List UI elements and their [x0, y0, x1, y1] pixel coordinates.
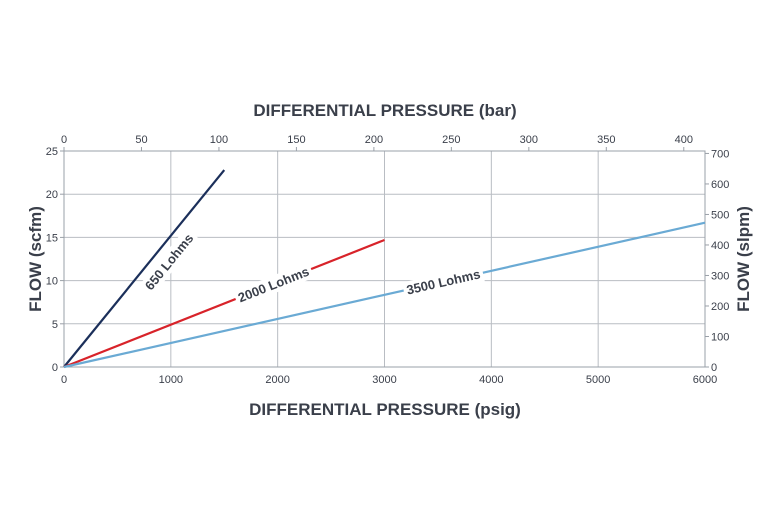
x2-tick-label: 400: [675, 134, 693, 146]
top-axis-title: DIFFERENTIAL PRESSURE (bar): [253, 101, 516, 120]
x2-tick-label: 50: [135, 134, 147, 146]
series-label-3500-lohms: 3500 Lohms: [405, 266, 482, 297]
x-tick-label: 1000: [159, 374, 183, 386]
x2-tick-label: 100: [210, 134, 228, 146]
bottom-axis-title: DIFFERENTIAL PRESSURE (psig): [249, 400, 521, 419]
y2-tick-label: 0: [711, 362, 717, 374]
grid: [64, 151, 705, 367]
y-tick-label: 10: [46, 276, 58, 288]
series-label-background: [139, 227, 200, 296]
y2-tick-label: 700: [711, 148, 729, 160]
x-tick-label: 5000: [586, 374, 610, 386]
plot-frame: [63, 150, 706, 368]
x2-tick-label: 0: [61, 134, 67, 146]
series-label-group-2000-lohms: 2000 Lohms: [232, 261, 315, 308]
y-tick-label: 5: [52, 319, 58, 331]
series-label-background: [401, 264, 485, 300]
x-tick-label: 0: [61, 374, 67, 386]
y2-tick-label: 400: [711, 240, 729, 252]
series-label-group-3500-lohms: 3500 Lohms: [401, 264, 485, 300]
series-line-2000-lohms: [63, 238, 385, 369]
series-line-650-lohms: [63, 169, 226, 368]
x-tick-label: 4000: [479, 374, 503, 386]
series-label-background: [232, 261, 315, 308]
x-tick-label: 2000: [265, 374, 289, 386]
y2-tick-label: 100: [711, 331, 729, 343]
x-tick-label: 3000: [372, 374, 396, 386]
x2-tick-label: 150: [287, 134, 305, 146]
x-tick-label: 6000: [693, 374, 717, 386]
y-tick-label: 0: [52, 362, 58, 374]
y2-tick-label: 300: [711, 270, 729, 282]
y2-tick-label: 200: [711, 301, 729, 313]
y2-tick-label: 600: [711, 179, 729, 191]
left-axis-title: FLOW (scfm): [26, 206, 45, 312]
y2-tick-label: 500: [711, 209, 729, 221]
x2-tick-label: 250: [442, 134, 460, 146]
y-tick-label: 25: [46, 146, 58, 158]
right-axis-title: FLOW (slpm): [734, 206, 753, 312]
y-tick-label: 20: [46, 189, 58, 201]
x2-tick-label: 200: [365, 134, 383, 146]
x2-tick-label: 350: [597, 134, 615, 146]
series-label-2000-lohms: 2000 Lohms: [236, 264, 311, 306]
series-line-3500-lohms: [63, 221, 706, 369]
y-tick-label: 15: [46, 232, 58, 244]
x2-tick-label: 300: [520, 134, 538, 146]
